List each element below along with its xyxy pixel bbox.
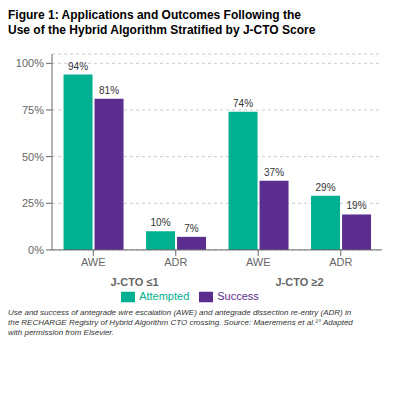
svg-text:74%: 74% (233, 98, 253, 109)
svg-text:10%: 10% (151, 217, 171, 228)
html-text:Use and success of antegrade w: Use and success of antegrade wire escala… (8, 308, 353, 337)
svg-text:0%: 0% (28, 244, 44, 256)
svg-text:29%: 29% (316, 182, 336, 193)
svg-text:37%: 37% (264, 167, 284, 178)
html-text:Use of the Hybrid Algorithm St: Use of the Hybrid Algorithm Stratified b… (8, 23, 316, 37)
svg-text:J-CTO ≥2: J-CTO ≥2 (275, 276, 323, 288)
html-text:Figure 1: Applications and Out: Figure 1: Applications and Outcomes Foll… (8, 8, 301, 22)
svg-text:AWE: AWE (81, 256, 106, 268)
svg-text:81%: 81% (99, 85, 119, 96)
svg-text:19%: 19% (347, 200, 367, 211)
svg-text:AWE: AWE (246, 256, 271, 268)
svg-text:25%: 25% (22, 197, 44, 209)
svg-text:50%: 50% (22, 151, 44, 163)
svg-text:ADR: ADR (329, 256, 352, 268)
svg-text:94%: 94% (68, 61, 88, 72)
svg-text:75%: 75% (22, 104, 44, 116)
svg-text:100%: 100% (16, 57, 44, 69)
html-text:Success: Success (217, 289, 259, 302)
html-text:Attempted: Attempted (139, 289, 190, 302)
svg-text:ADR: ADR (164, 256, 187, 268)
svg-text:7%: 7% (184, 223, 199, 234)
svg-text:J-CTO ≤1: J-CTO ≤1 (110, 276, 158, 288)
